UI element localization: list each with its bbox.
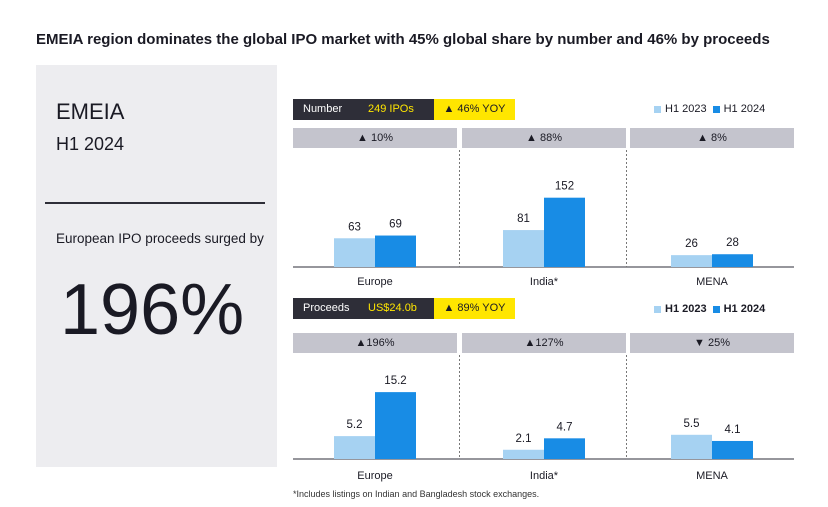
legend-swatch-h1-2023 xyxy=(654,305,661,313)
period-label: H1 2024 xyxy=(56,134,125,154)
number-change-europe: ▲ 10% xyxy=(293,128,457,148)
proceeds-value-label: 5.2 xyxy=(347,419,363,431)
region-label: EMEIA xyxy=(56,99,125,124)
proceeds-value-label: 4.1 xyxy=(725,424,741,436)
legend-label-h1-2024: H1 2024 xyxy=(723,303,766,315)
number-label: Number xyxy=(303,103,343,115)
proceeds-bar-mena-h1-2024 xyxy=(712,440,753,459)
proceeds-change-mena: ▼ 25% xyxy=(630,333,794,353)
proceeds-bar-europe-h1-2023 xyxy=(334,436,375,459)
number-value-label: 63 xyxy=(348,221,361,233)
proceeds-change-india: ▲127% xyxy=(462,333,626,353)
number-bar-europe-h1-2024 xyxy=(375,235,416,267)
proceeds-value-label: 4.7 xyxy=(557,421,573,433)
legend-item-h1-2024: H1 2024 xyxy=(712,103,766,115)
proceeds-value-label: 2.1 xyxy=(516,433,532,445)
summary-panel: EMEIA H1 2024 European IPO proceeds surg… xyxy=(36,65,277,467)
number-bar-india-h1-2024 xyxy=(544,197,585,267)
legend-item-h1-2024: H1 2024 xyxy=(712,303,766,315)
number-value-label: 28 xyxy=(726,237,739,249)
legend-swatch-h1-2024 xyxy=(712,105,720,113)
number-bar-mena-h1-2023 xyxy=(671,255,712,267)
footnote: *Includes listings on Indian and Banglad… xyxy=(293,489,540,499)
stat-description: European IPO proceeds surged by xyxy=(56,231,264,246)
legend-label-h1-2023: H1 2023 xyxy=(665,303,707,315)
number-header: Number 249 IPOs ▲ 46% YOY xyxy=(293,99,515,120)
proceeds-header: Proceeds US$24.0b ▲ 89% YOY xyxy=(293,298,515,319)
number-yoy-badge: ▲ 46% YOY xyxy=(434,99,515,120)
number-bar-europe-h1-2023 xyxy=(334,238,375,267)
number-bar-mena-h1-2024 xyxy=(712,254,753,267)
proceeds-category-label: MENA xyxy=(696,470,728,482)
number-value: 249 IPOs xyxy=(368,103,414,115)
proceeds-bar-europe-h1-2024 xyxy=(375,392,416,459)
legend-swatch-h1-2024 xyxy=(712,305,720,313)
number-value-label: 81 xyxy=(517,213,530,225)
proceeds-value-label: 15.2 xyxy=(384,375,406,387)
proceeds-value-label: 5.5 xyxy=(684,418,700,430)
divider xyxy=(45,202,265,204)
legend-label-h1-2023: H1 2023 xyxy=(665,103,707,115)
number-category-label: India* xyxy=(530,276,559,288)
proceeds-label: Proceeds xyxy=(303,302,350,314)
proceeds-change-europe: ▲196% xyxy=(293,333,457,353)
proceeds-legend: H1 2023 H1 2024 xyxy=(654,303,771,315)
number-category-label: MENA xyxy=(696,276,728,288)
proceeds-bar-mena-h1-2023 xyxy=(671,434,712,459)
number-value-label: 152 xyxy=(555,181,574,193)
legend-label-h1-2024: H1 2024 xyxy=(723,103,766,115)
proceeds-category-label: India* xyxy=(530,470,559,482)
number-value-label: 69 xyxy=(389,219,402,231)
number-value-label: 26 xyxy=(685,238,698,250)
number-bar-india-h1-2023 xyxy=(503,230,544,267)
proceeds-bar-india-h1-2024 xyxy=(544,438,585,459)
legend-swatch-h1-2023 xyxy=(654,105,661,113)
number-category-label: Europe xyxy=(357,276,392,288)
number-change-mena: ▲ 8% xyxy=(630,128,794,148)
page-title: EMEIA region dominates the global IPO ma… xyxy=(36,31,770,48)
proceeds-bar-india-h1-2023 xyxy=(503,449,544,459)
stat-value: 196% xyxy=(60,270,245,350)
legend-item-h1-2023: H1 2023 xyxy=(654,303,707,315)
proceeds-yoy-badge: ▲ 89% YOY xyxy=(434,298,515,319)
number-change-india: ▲ 88% xyxy=(462,128,626,148)
proceeds-value: US$24.0b xyxy=(368,302,417,314)
legend-item-h1-2023: H1 2023 xyxy=(654,103,707,115)
proceeds-category-label: Europe xyxy=(357,470,392,482)
number-legend: H1 2023 H1 2024 xyxy=(654,103,771,115)
